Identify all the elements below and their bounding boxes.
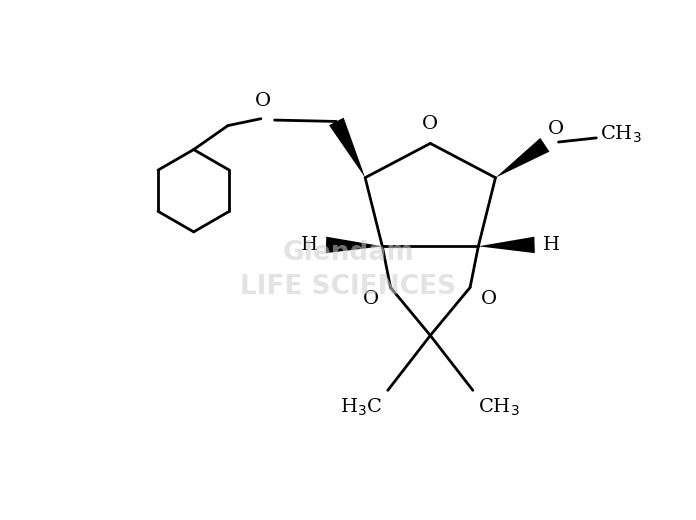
Text: O: O — [481, 290, 498, 308]
Text: O: O — [422, 115, 438, 133]
Text: O: O — [255, 93, 271, 110]
Text: CH$_3$: CH$_3$ — [478, 397, 520, 419]
Text: H$_3$C: H$_3$C — [340, 397, 382, 419]
Text: Glendam
LIFE SCIENCES: Glendam LIFE SCIENCES — [240, 240, 456, 300]
Text: H: H — [301, 236, 318, 254]
Polygon shape — [478, 237, 535, 253]
Text: CH$_3$: CH$_3$ — [600, 124, 642, 145]
Polygon shape — [326, 237, 382, 253]
Polygon shape — [329, 118, 365, 178]
Text: H: H — [543, 236, 560, 254]
Polygon shape — [496, 138, 549, 178]
Text: O: O — [548, 120, 564, 138]
Text: O: O — [363, 290, 379, 308]
